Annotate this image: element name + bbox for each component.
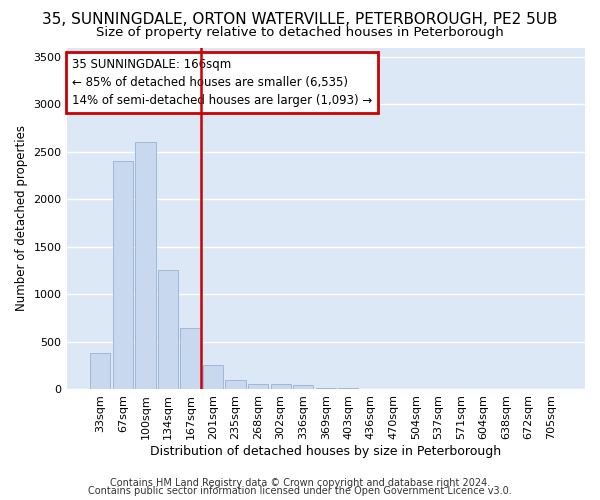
Text: Size of property relative to detached houses in Peterborough: Size of property relative to detached ho… <box>96 26 504 39</box>
Bar <box>271 384 291 389</box>
Text: Contains HM Land Registry data © Crown copyright and database right 2024.: Contains HM Land Registry data © Crown c… <box>110 478 490 488</box>
Text: Contains public sector information licensed under the Open Government Licence v3: Contains public sector information licen… <box>88 486 512 496</box>
Bar <box>135 142 155 389</box>
Text: 35 SUNNINGDALE: 166sqm
← 85% of detached houses are smaller (6,535)
14% of semi-: 35 SUNNINGDALE: 166sqm ← 85% of detached… <box>72 58 372 106</box>
Bar <box>293 386 313 389</box>
Bar <box>158 270 178 389</box>
Bar <box>226 380 246 389</box>
Text: 35, SUNNINGDALE, ORTON WATERVILLE, PETERBOROUGH, PE2 5UB: 35, SUNNINGDALE, ORTON WATERVILLE, PETER… <box>42 12 558 28</box>
Bar <box>90 353 110 389</box>
Bar <box>316 388 336 389</box>
X-axis label: Distribution of detached houses by size in Peterborough: Distribution of detached houses by size … <box>150 444 502 458</box>
Bar <box>203 366 223 389</box>
Bar <box>113 162 133 389</box>
Y-axis label: Number of detached properties: Number of detached properties <box>15 126 28 312</box>
Bar <box>181 328 200 389</box>
Bar <box>248 384 268 389</box>
Bar <box>338 388 358 389</box>
